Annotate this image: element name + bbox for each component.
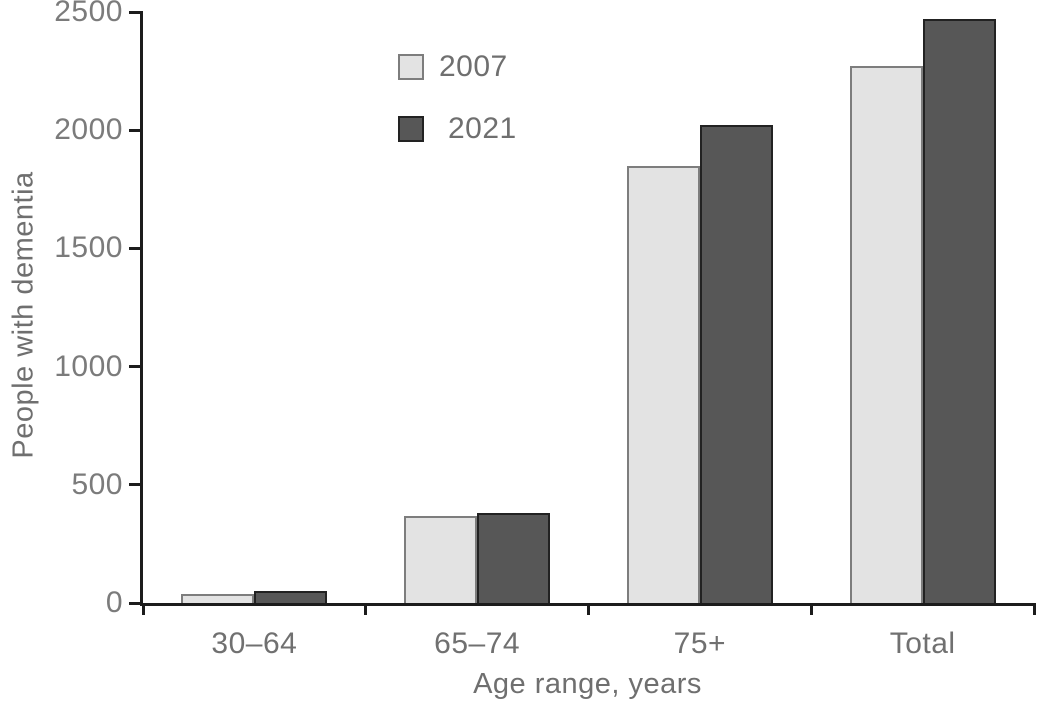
legend-item-2021: 2021 (398, 112, 517, 146)
y-tick-1000 (129, 365, 143, 369)
bar-2007-Total (849, 66, 923, 603)
y-tick-2000 (129, 128, 143, 132)
y-tick-label-0: 0 (105, 586, 123, 619)
x-axis-title: Age range, years (473, 668, 702, 700)
y-tick-0 (129, 601, 143, 605)
y-tick-label-2000: 2000 (54, 113, 123, 147)
legend-label-2007: 2007 (439, 50, 508, 83)
x-category-label-30–64: 30–64 (211, 627, 298, 660)
y-tick-label-500: 500 (71, 467, 123, 501)
legend-item-2007: 2007 (398, 50, 517, 84)
x-tick-2 (587, 603, 590, 615)
x-tick-1 (364, 603, 368, 615)
y-tick-label-1500: 1500 (54, 231, 123, 265)
x-tick-0 (141, 603, 145, 615)
y-tick-label-2500: 2500 (54, 0, 123, 28)
legend-swatch-2007 (398, 54, 424, 80)
bar-2021-Total (922, 19, 996, 603)
bar-2007-75+ (626, 165, 700, 603)
x-category-label-Total: Total (889, 627, 956, 660)
bar-2021-30–64 (254, 591, 328, 603)
legend-label-2021: 2021 (448, 112, 517, 145)
y-tick-label-1000: 1000 (54, 349, 123, 383)
bar-2021-65–74 (477, 513, 551, 603)
x-tick-3 (809, 603, 813, 615)
plot-area: 0 500 1000 1500 2000 2500 30–64 65–74 75+ Total (54, 0, 1036, 660)
legend: 2007 2021 (398, 50, 517, 174)
legend-swatch-2021 (398, 116, 424, 142)
x-tick-4 (1032, 603, 1036, 615)
y-tick-1500 (129, 246, 143, 250)
bar-2021-75+ (699, 125, 773, 603)
y-axis-title: People with dementia (7, 171, 40, 459)
x-category-label-75+: 75+ (673, 627, 727, 660)
y-tick-500 (129, 483, 143, 487)
bar-2007-65–74 (404, 515, 478, 603)
x-category-label-65–74: 65–74 (434, 627, 521, 660)
y-tick-2500 (129, 10, 143, 14)
bar-2007-30–64 (181, 593, 255, 603)
